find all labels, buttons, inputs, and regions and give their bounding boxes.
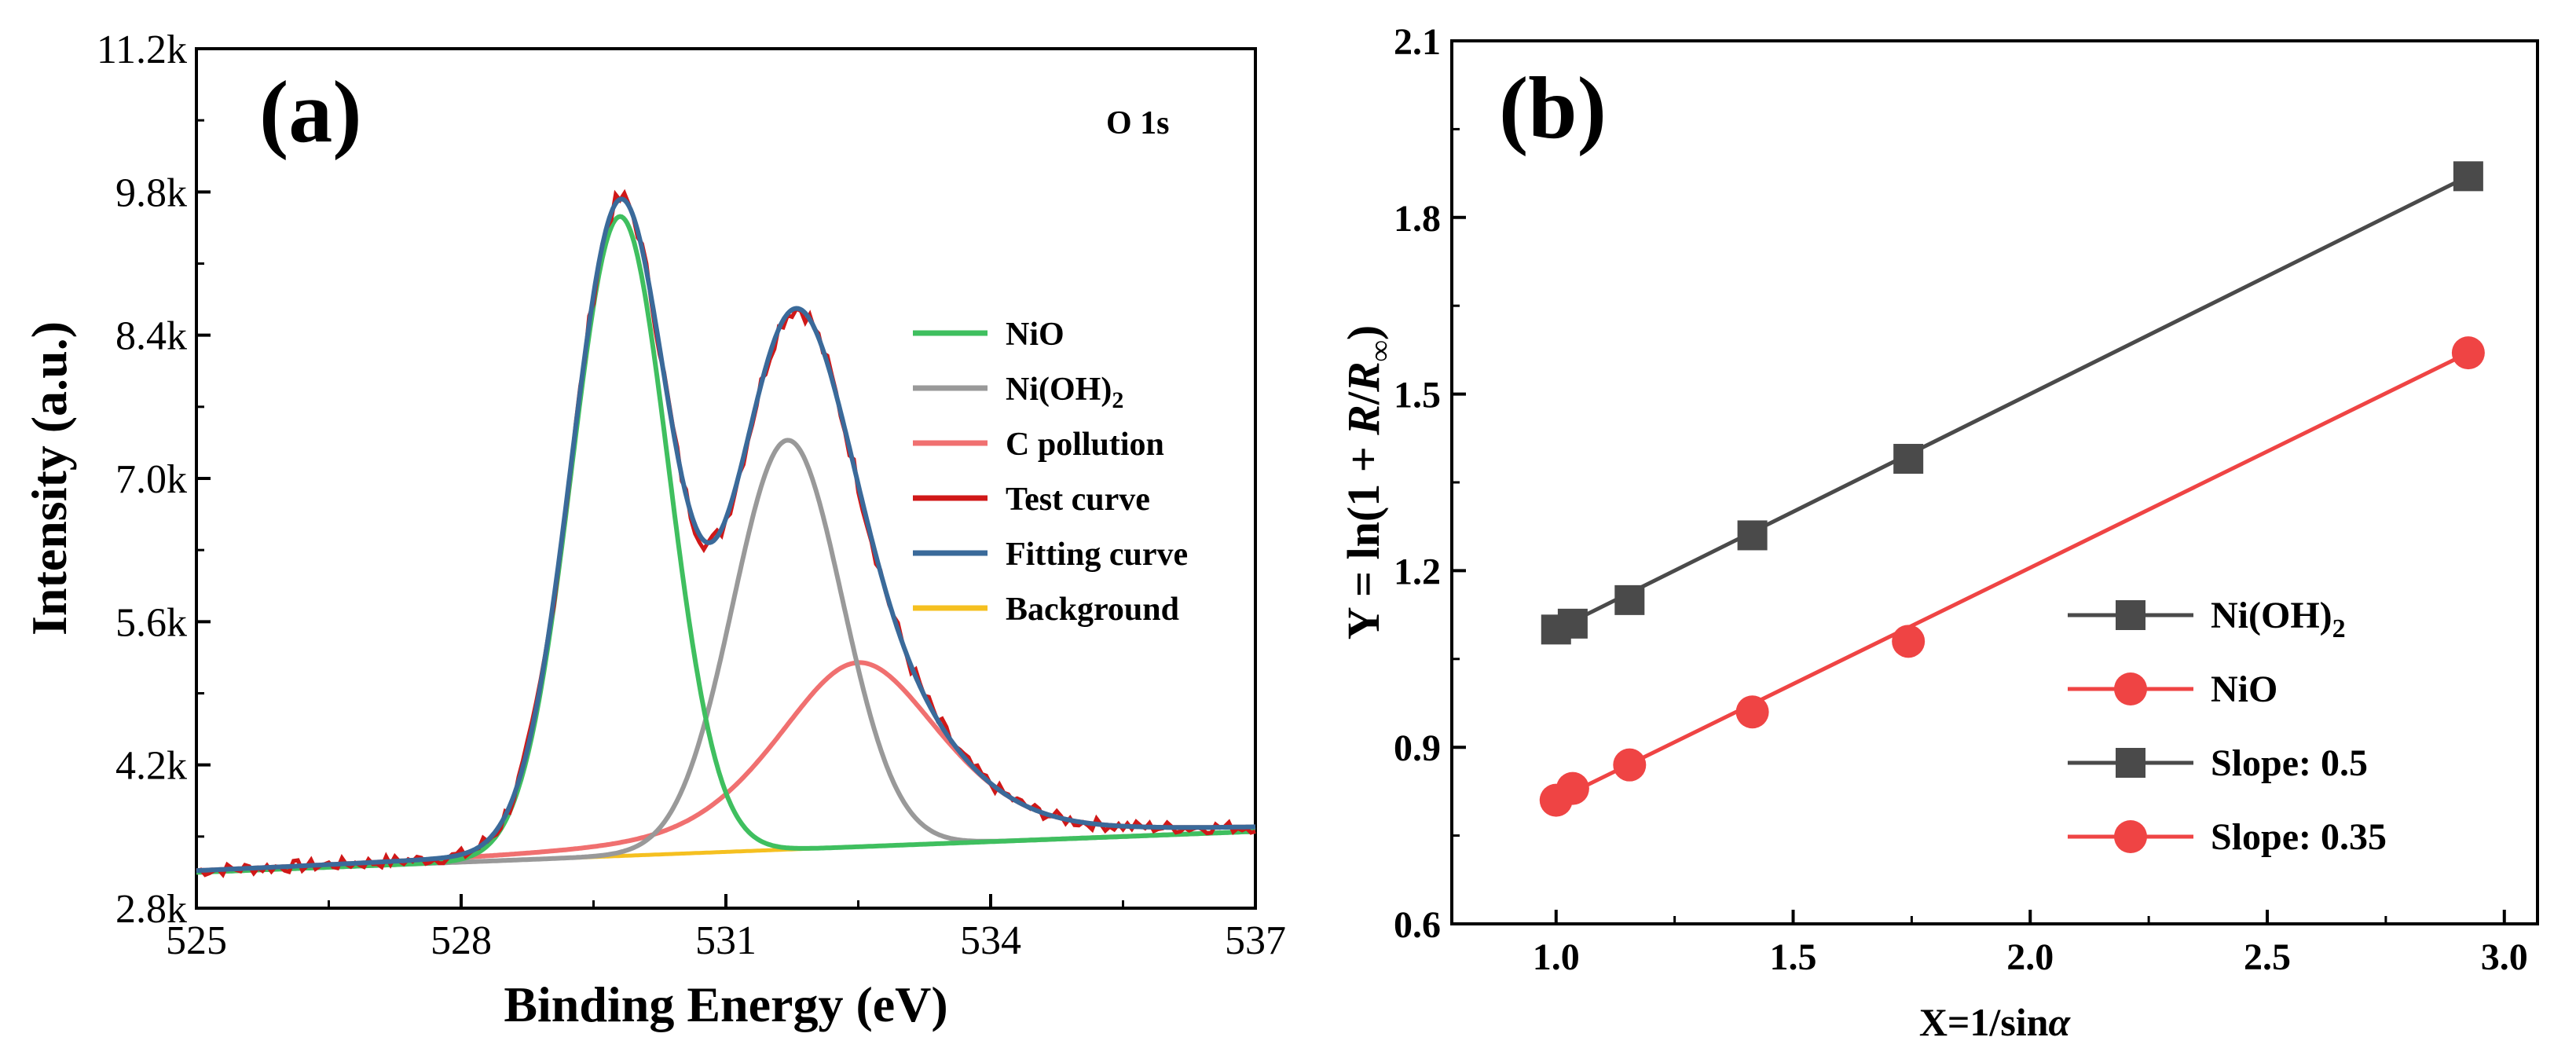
y-tick-label: 11.2k [97, 27, 187, 72]
panel-b-points [1539, 161, 2485, 817]
x-tick-label: 525 [166, 918, 227, 963]
circle-point [1555, 771, 1589, 805]
panel-a-plot-frame [195, 47, 1257, 910]
x-tick-label: 528 [431, 918, 492, 963]
legend-label: C pollution [1006, 427, 1164, 463]
panel-a-label: (a) [259, 64, 362, 161]
legend-label-sub: 2 [2332, 614, 2346, 643]
legend-label: NiO [1006, 317, 1064, 353]
panel-b-lines [1555, 174, 2470, 802]
panel-b-y-axis-label-slash: / [1338, 391, 1389, 405]
panel-a-y-axis-label: Intensity (a.u.) [21, 321, 77, 636]
y-tick-label: 8.4k [115, 314, 187, 359]
circle-point [1892, 625, 1926, 658]
y-tick-label: 1.2 [1394, 551, 1441, 592]
legend-label: Slope: 0.35 [2211, 816, 2387, 858]
y-tick-label: 7.0k [115, 457, 187, 502]
x-tick-label: 531 [695, 918, 757, 963]
panel-b-x-axis-label-main: X=1/sin [1919, 1000, 2049, 1044]
panel-b-y-ticks: 0.6 0.9 1.2 1.5 1.8 2.1 [1394, 21, 1466, 946]
panel-b-x-ticks: 1.0 1.5 2.0 2.5 3.0 [1533, 910, 2528, 978]
panel-b-y-axis-label-r: R [1338, 405, 1389, 436]
x-tick-label: 1.5 [1770, 936, 1817, 978]
panel-b-y-axis-label-close: ) [1338, 325, 1389, 340]
fit-line [1555, 350, 2469, 802]
square-point [1614, 584, 1645, 615]
panel-a-legend: NiO Ni(OH)2 C pollution Test curve Fitting c… [913, 317, 1188, 628]
panel-b-y-axis-label-r2: R [1338, 361, 1389, 393]
square-point [1737, 520, 1768, 551]
x-tick-label: 2.5 [2244, 936, 2291, 978]
x-tick-label: 537 [1225, 918, 1286, 963]
fit-line [1555, 174, 2470, 632]
y-tick-label: 2.8k [115, 887, 187, 932]
panel-a-x-axis-label: Binding Energy (eV) [504, 977, 947, 1032]
legend-label: Test curve [1006, 482, 1150, 518]
panel-b-chart: 0.6 0.9 1.2 1.5 1.8 2.1 1.0 1.5 2.0 2.5 3.0 (b) X… [1338, 21, 2539, 1044]
panel-b-y-axis-label-part: Y = ln(1 + [1338, 435, 1389, 640]
y-tick-label: 9.8k [115, 170, 187, 215]
square-point [1557, 608, 1588, 639]
y-tick-label: 0.6 [1394, 904, 1441, 946]
fitting-curve [196, 196, 1256, 874]
square-point [1893, 444, 1924, 475]
legend-marker [2116, 600, 2145, 630]
panel-b-x-axis-label-alpha: α [2048, 1000, 2071, 1044]
legend-label: Ni(OH)2 [1006, 372, 1123, 413]
panel-a-title: O 1s [1106, 105, 1170, 141]
panel-b-y-axis-label: Y = ln(1 + R/R∞) [1338, 325, 1397, 639]
circle-point [1613, 748, 1647, 782]
x-tick-label: 1.0 [1533, 936, 1580, 978]
panel-b-label: (b) [1499, 60, 1607, 157]
y-tick-label: 0.9 [1394, 727, 1441, 769]
panel-a-y-ticks: 2.8k 4.2k 5.6k 7.0k 8.4k 9.8k 11.2k [97, 27, 211, 932]
legend-marker [2114, 820, 2147, 853]
panel-a-x-ticks: 525 528 531 534 537 [166, 894, 1286, 963]
circle-point [1735, 695, 1769, 729]
y-tick-label: 4.2k [115, 744, 187, 789]
circle-point [2451, 336, 2485, 370]
panel-b-plot-frame [1450, 39, 2539, 925]
legend-marker [2116, 748, 2145, 778]
legend-label: Slope: 0.5 [2211, 742, 2368, 784]
legend-label-sub: 2 [1112, 387, 1123, 413]
legend-label: Background [1006, 592, 1179, 628]
x-tick-label: 3.0 [2481, 936, 2528, 978]
legend-marker [2114, 672, 2147, 705]
y-tick-label: 1.8 [1394, 198, 1441, 240]
y-tick-label: 1.5 [1394, 375, 1441, 416]
y-tick-label: 5.6k [115, 600, 187, 645]
panel-b-x-axis-label: X=1/sinα [1919, 1000, 2072, 1044]
panel-b-legend: Ni(OH)2 NiO Slope: 0.5 Slope: 0.35 [2068, 595, 2387, 858]
legend-label: Ni(OH)2 [2211, 595, 2346, 643]
square-point [2453, 161, 2483, 192]
legend-label: NiO [2211, 669, 2277, 710]
legend-label: Fitting curve [1006, 537, 1188, 573]
panel-b-y-axis-label-inf: ∞ [1364, 340, 1397, 361]
panel-a-curves [196, 189, 1256, 878]
test-curve [196, 189, 1256, 878]
y-tick-label: 2.1 [1394, 21, 1441, 63]
x-tick-label: 534 [960, 918, 1021, 963]
x-tick-label: 2.0 [2006, 936, 2054, 978]
